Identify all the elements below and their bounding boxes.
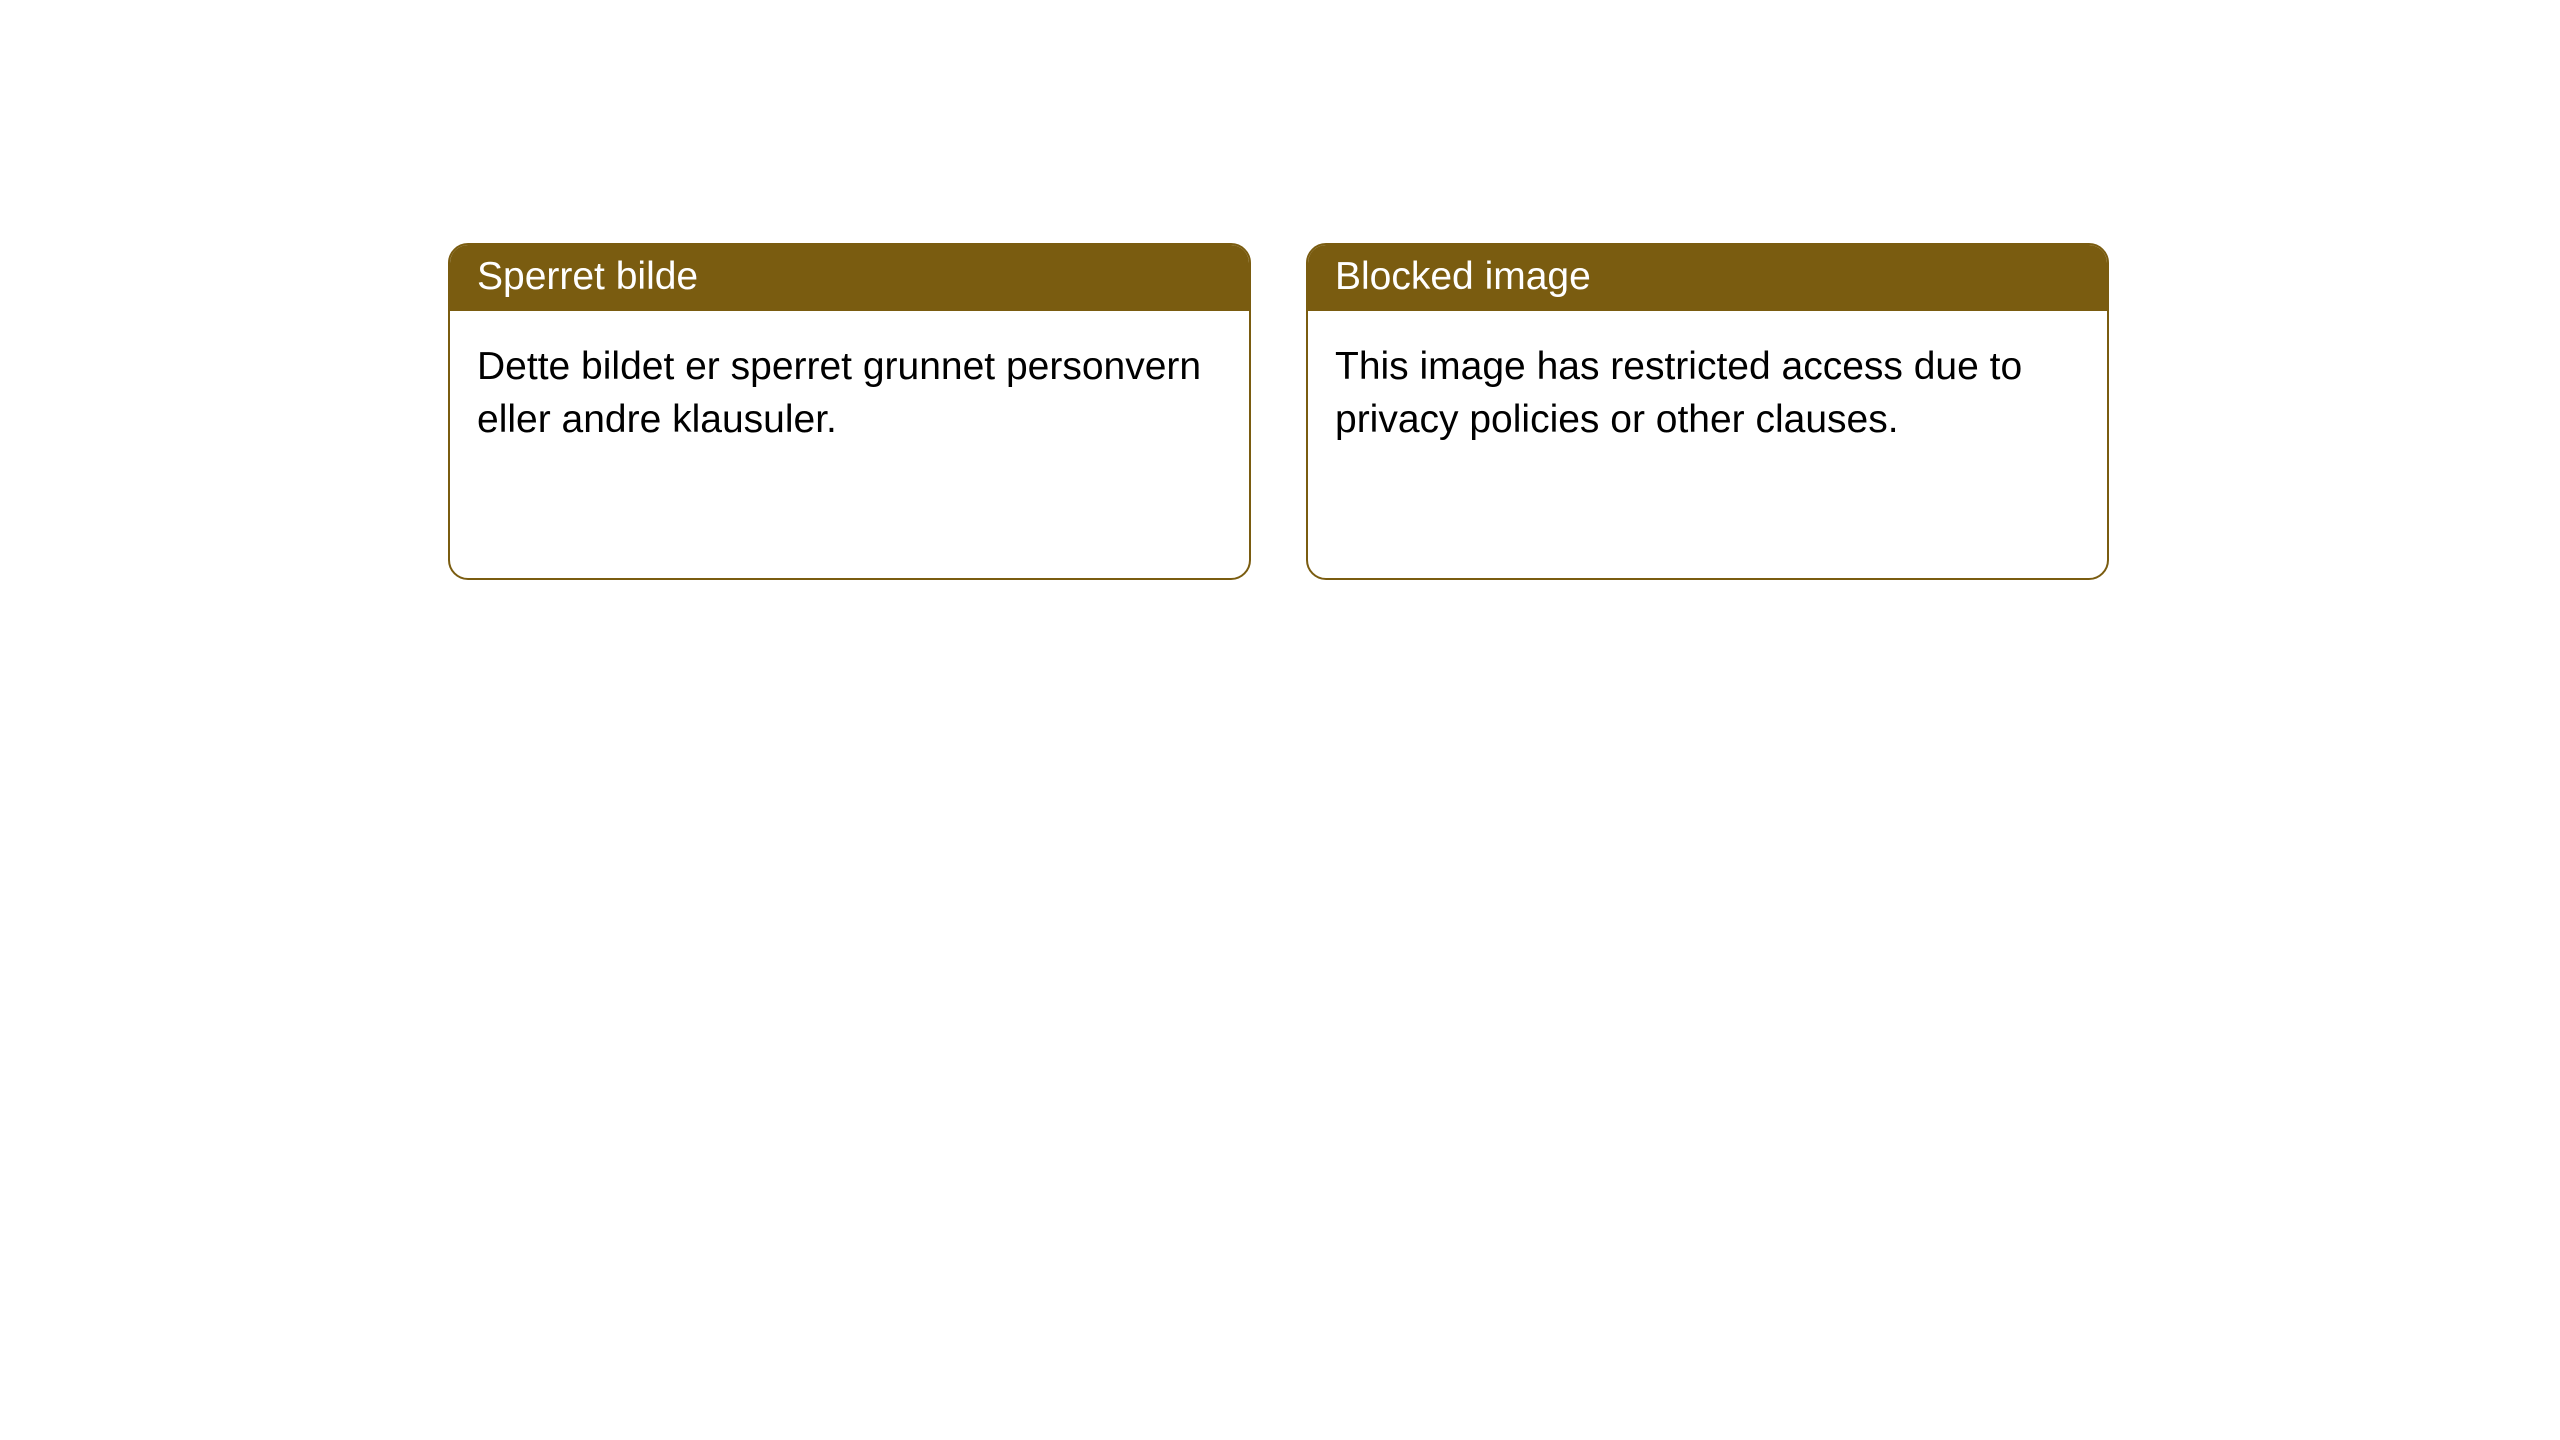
card-body: Dette bildet er sperret grunnet personve… bbox=[450, 311, 1249, 476]
card-title: Sperret bilde bbox=[477, 255, 698, 298]
card-body: This image has restricted access due to … bbox=[1308, 311, 2107, 476]
card-header: Sperret bilde bbox=[450, 245, 1249, 311]
notice-card-english: Blocked image This image has restricted … bbox=[1306, 243, 2109, 580]
card-message: Dette bildet er sperret grunnet personve… bbox=[477, 345, 1201, 441]
card-title: Blocked image bbox=[1335, 255, 1591, 298]
notice-container: Sperret bilde Dette bildet er sperret gr… bbox=[0, 0, 2560, 580]
card-message: This image has restricted access due to … bbox=[1335, 345, 2022, 441]
card-header: Blocked image bbox=[1308, 245, 2107, 311]
notice-card-norwegian: Sperret bilde Dette bildet er sperret gr… bbox=[448, 243, 1251, 580]
